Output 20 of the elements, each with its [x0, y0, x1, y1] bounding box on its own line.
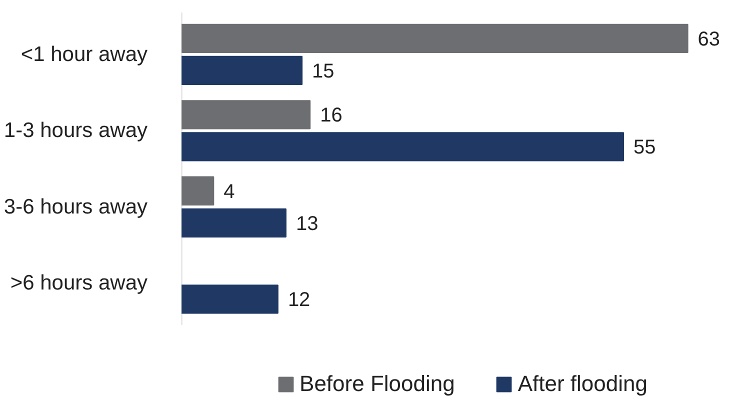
bar [182, 100, 311, 130]
data-label: 12 [288, 289, 310, 312]
data-label: 15 [312, 60, 334, 82]
y-tick-label: 3-6 hours away [4, 195, 148, 218]
data-label: 4 [224, 180, 235, 203]
y-tick-label: 1-3 hours away [4, 119, 148, 142]
bar [182, 208, 286, 238]
bar [182, 284, 278, 314]
data-label: 55 [634, 136, 656, 159]
data-label: 13 [296, 212, 318, 235]
data-label: 63 [698, 28, 720, 50]
bar [182, 24, 688, 54]
y-tick-label: <1 hour away [20, 42, 148, 66]
bar [182, 176, 214, 206]
data-label: 16 [320, 104, 342, 127]
legend-label: After flooding [518, 371, 648, 397]
bar [182, 56, 303, 86]
legend-label: Before Flooding [300, 371, 455, 397]
y-tick-label: >6 hours away [10, 272, 148, 295]
bar [182, 132, 624, 162]
